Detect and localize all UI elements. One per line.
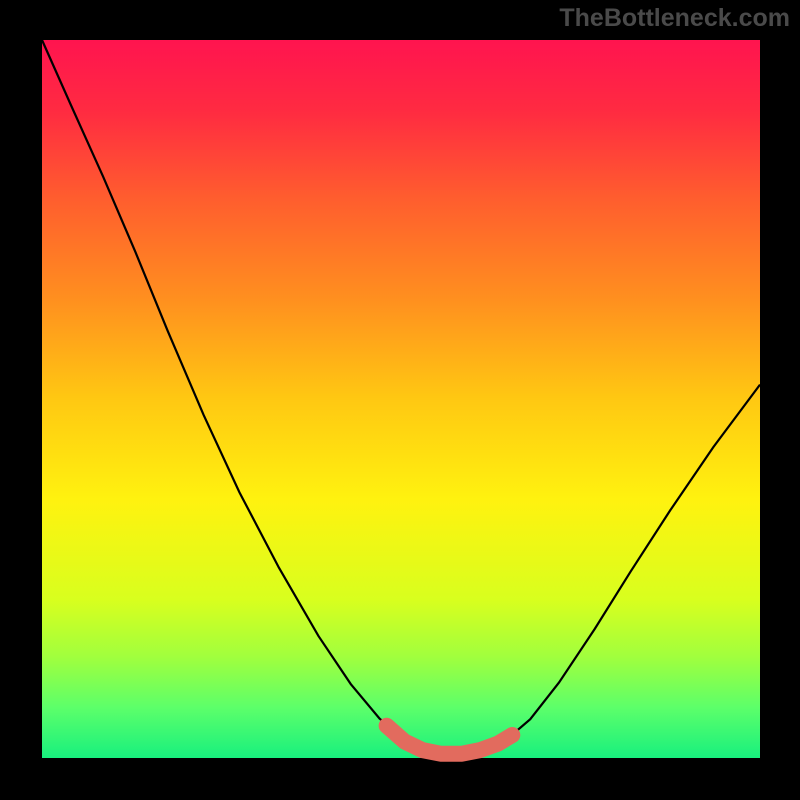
- plot-area: [42, 40, 760, 758]
- bottleneck-chart: [0, 0, 800, 800]
- watermark-text: TheBottleneck.com: [559, 4, 790, 33]
